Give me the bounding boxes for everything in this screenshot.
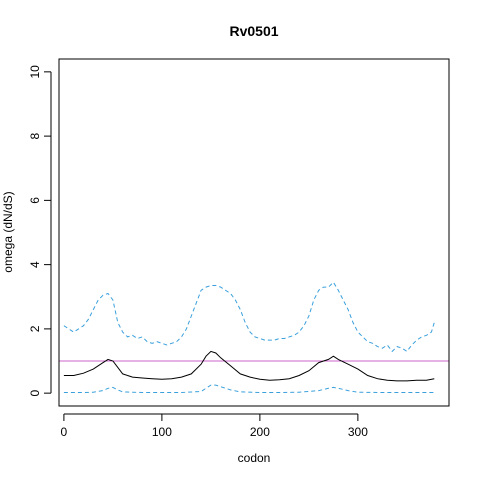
y-tick-label: 8 bbox=[28, 132, 42, 139]
plot-frame bbox=[58, 58, 450, 407]
y-tick-label: 10 bbox=[28, 65, 42, 79]
axes-layer: 0 100 200 300 0 2 4 6 8 10 bbox=[28, 65, 368, 439]
x-tick-label: 100 bbox=[152, 425, 172, 439]
y-tick-label: 6 bbox=[28, 197, 42, 204]
y-axis-label: omega (dN/dS) bbox=[1, 191, 15, 272]
series-line-3 bbox=[63, 384, 435, 393]
x-axis-label: codon bbox=[238, 451, 271, 465]
series-line-1 bbox=[63, 350, 435, 382]
x-tick-label: 300 bbox=[348, 425, 368, 439]
series-layer bbox=[59, 281, 449, 393]
y-tick-label: 0 bbox=[28, 389, 42, 396]
x-tick-label: 200 bbox=[250, 425, 270, 439]
chart-title: Rv0501 bbox=[229, 23, 278, 39]
x-tick-label: 0 bbox=[61, 425, 68, 439]
y-tick-label: 2 bbox=[28, 325, 42, 332]
y-tick-label: 4 bbox=[28, 261, 42, 268]
series-line-2 bbox=[63, 281, 435, 353]
